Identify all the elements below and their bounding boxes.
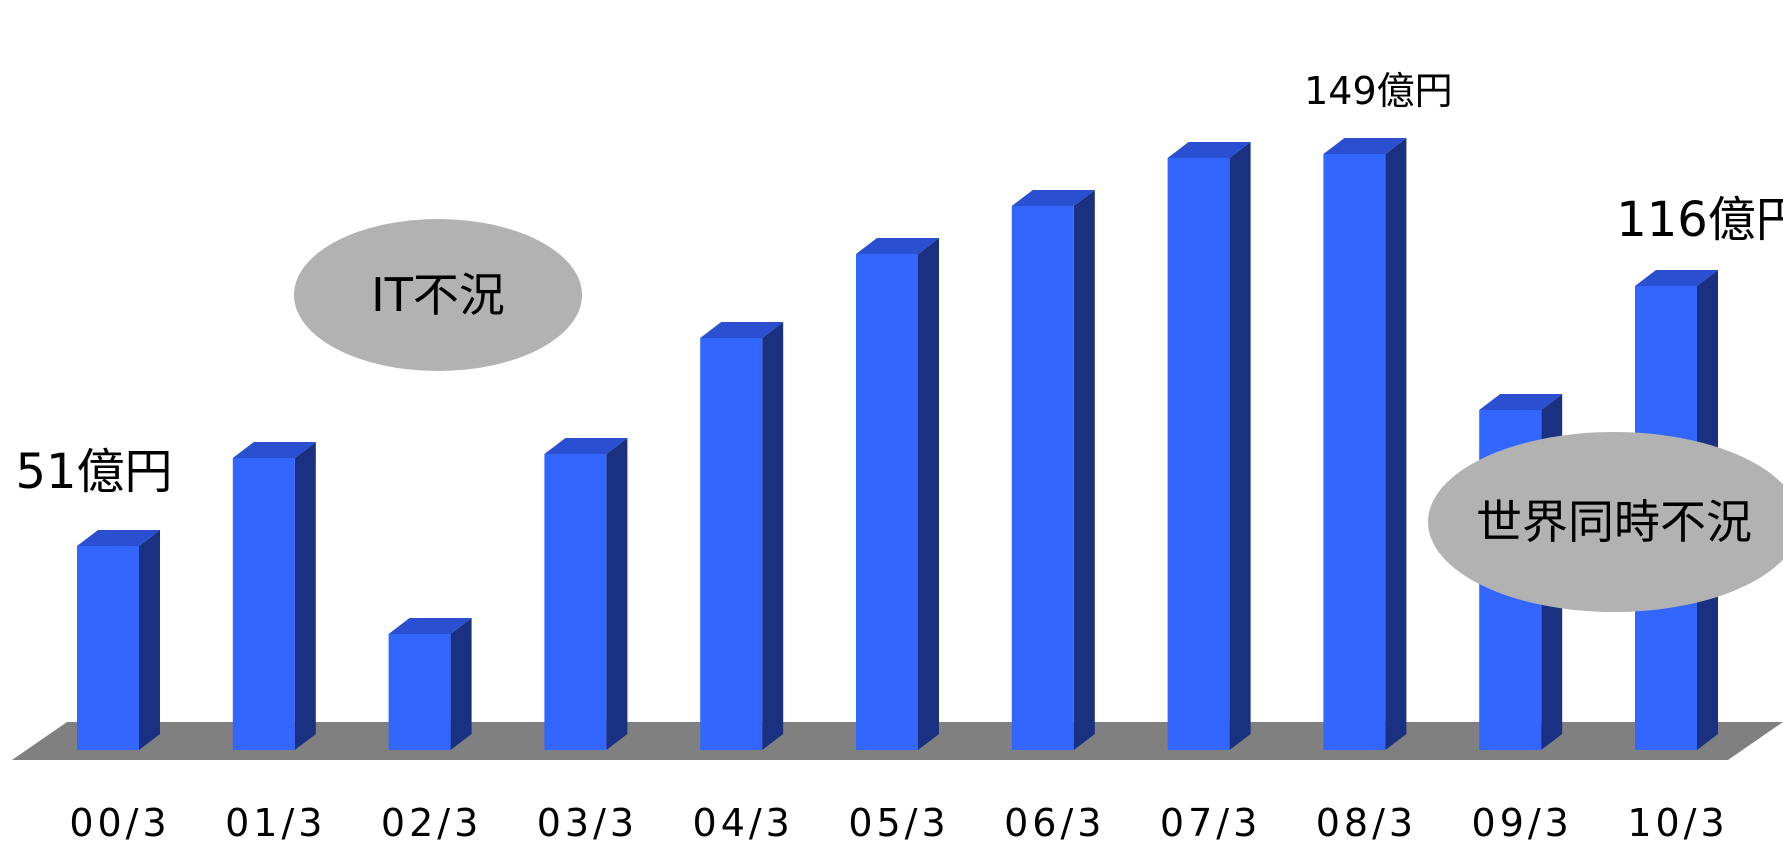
bars (77, 138, 1718, 750)
bar-top (77, 530, 160, 546)
bar-02/3 (388, 618, 472, 750)
bar-05/3 (856, 238, 939, 750)
bar-side (139, 530, 160, 750)
bar-top (1479, 394, 1563, 410)
bar-front (1011, 206, 1074, 750)
bar-top (232, 442, 316, 458)
x-tick-label: 01/3 (225, 801, 326, 842)
bar-front (1323, 154, 1386, 750)
x-axis-tick-labels: 00/3 01/3 02/3 03/3 04/3 05/3 06/3 07/3 08/3 09/3… (69, 801, 1728, 842)
bar-top (1167, 142, 1251, 158)
bar-00/3 (77, 530, 160, 750)
bar-side (1229, 142, 1251, 750)
bar-top (388, 618, 472, 634)
x-tick-label: 00/3 (69, 801, 170, 842)
bar-front (1167, 158, 1230, 750)
bar-side (294, 442, 316, 750)
x-tick-label: 02/3 (381, 801, 482, 842)
bar-top (700, 322, 784, 338)
bar-07/3 (1167, 142, 1251, 750)
data-label: 149億円 (1304, 69, 1453, 113)
bar-top (856, 238, 939, 254)
callout-text: 世界同時不況 (1476, 495, 1752, 549)
data-label: 116億円 (1616, 192, 1783, 248)
bar-top (1635, 270, 1718, 286)
bar-03/3 (544, 438, 628, 750)
bar-side (762, 322, 784, 750)
bar-front (856, 254, 918, 750)
bar-side (1385, 138, 1407, 750)
x-tick-label: 08/3 (1316, 801, 1417, 842)
x-tick-label: 05/3 (848, 801, 949, 842)
bar-06/3 (1011, 190, 1095, 750)
bar-side (1073, 190, 1095, 750)
bar-side (918, 238, 939, 750)
callout-ellipse (1428, 432, 1783, 612)
bar-front (232, 458, 295, 750)
x-tick-label: 09/3 (1472, 801, 1573, 842)
data-labels: 51億円 149億円 116億円 (15, 69, 1783, 500)
bar-side (450, 618, 472, 750)
callout-ellipse (294, 219, 582, 371)
data-label: 51億円 (15, 444, 172, 500)
x-tick-label: 10/3 (1627, 801, 1728, 842)
annotation-callout: IT不況 (294, 219, 582, 371)
bar-front (544, 454, 607, 750)
bar-top (1011, 190, 1095, 206)
annotation-callout: 世界同時不況 (1428, 432, 1783, 612)
bar-top (1323, 138, 1407, 154)
bar-top (544, 438, 628, 454)
bar-01/3 (232, 442, 316, 750)
x-tick-label: 07/3 (1160, 801, 1261, 842)
bar-front (77, 546, 139, 750)
x-tick-label: 03/3 (537, 801, 638, 842)
callout-text: IT不況 (371, 268, 505, 322)
bar-04/3 (700, 322, 784, 750)
bar-side (606, 438, 628, 750)
bar-front (700, 338, 763, 750)
x-tick-label: 06/3 (1004, 801, 1105, 842)
bar-08/3 (1323, 138, 1407, 750)
x-tick-label: 04/3 (693, 801, 794, 842)
bar-front (388, 634, 451, 750)
